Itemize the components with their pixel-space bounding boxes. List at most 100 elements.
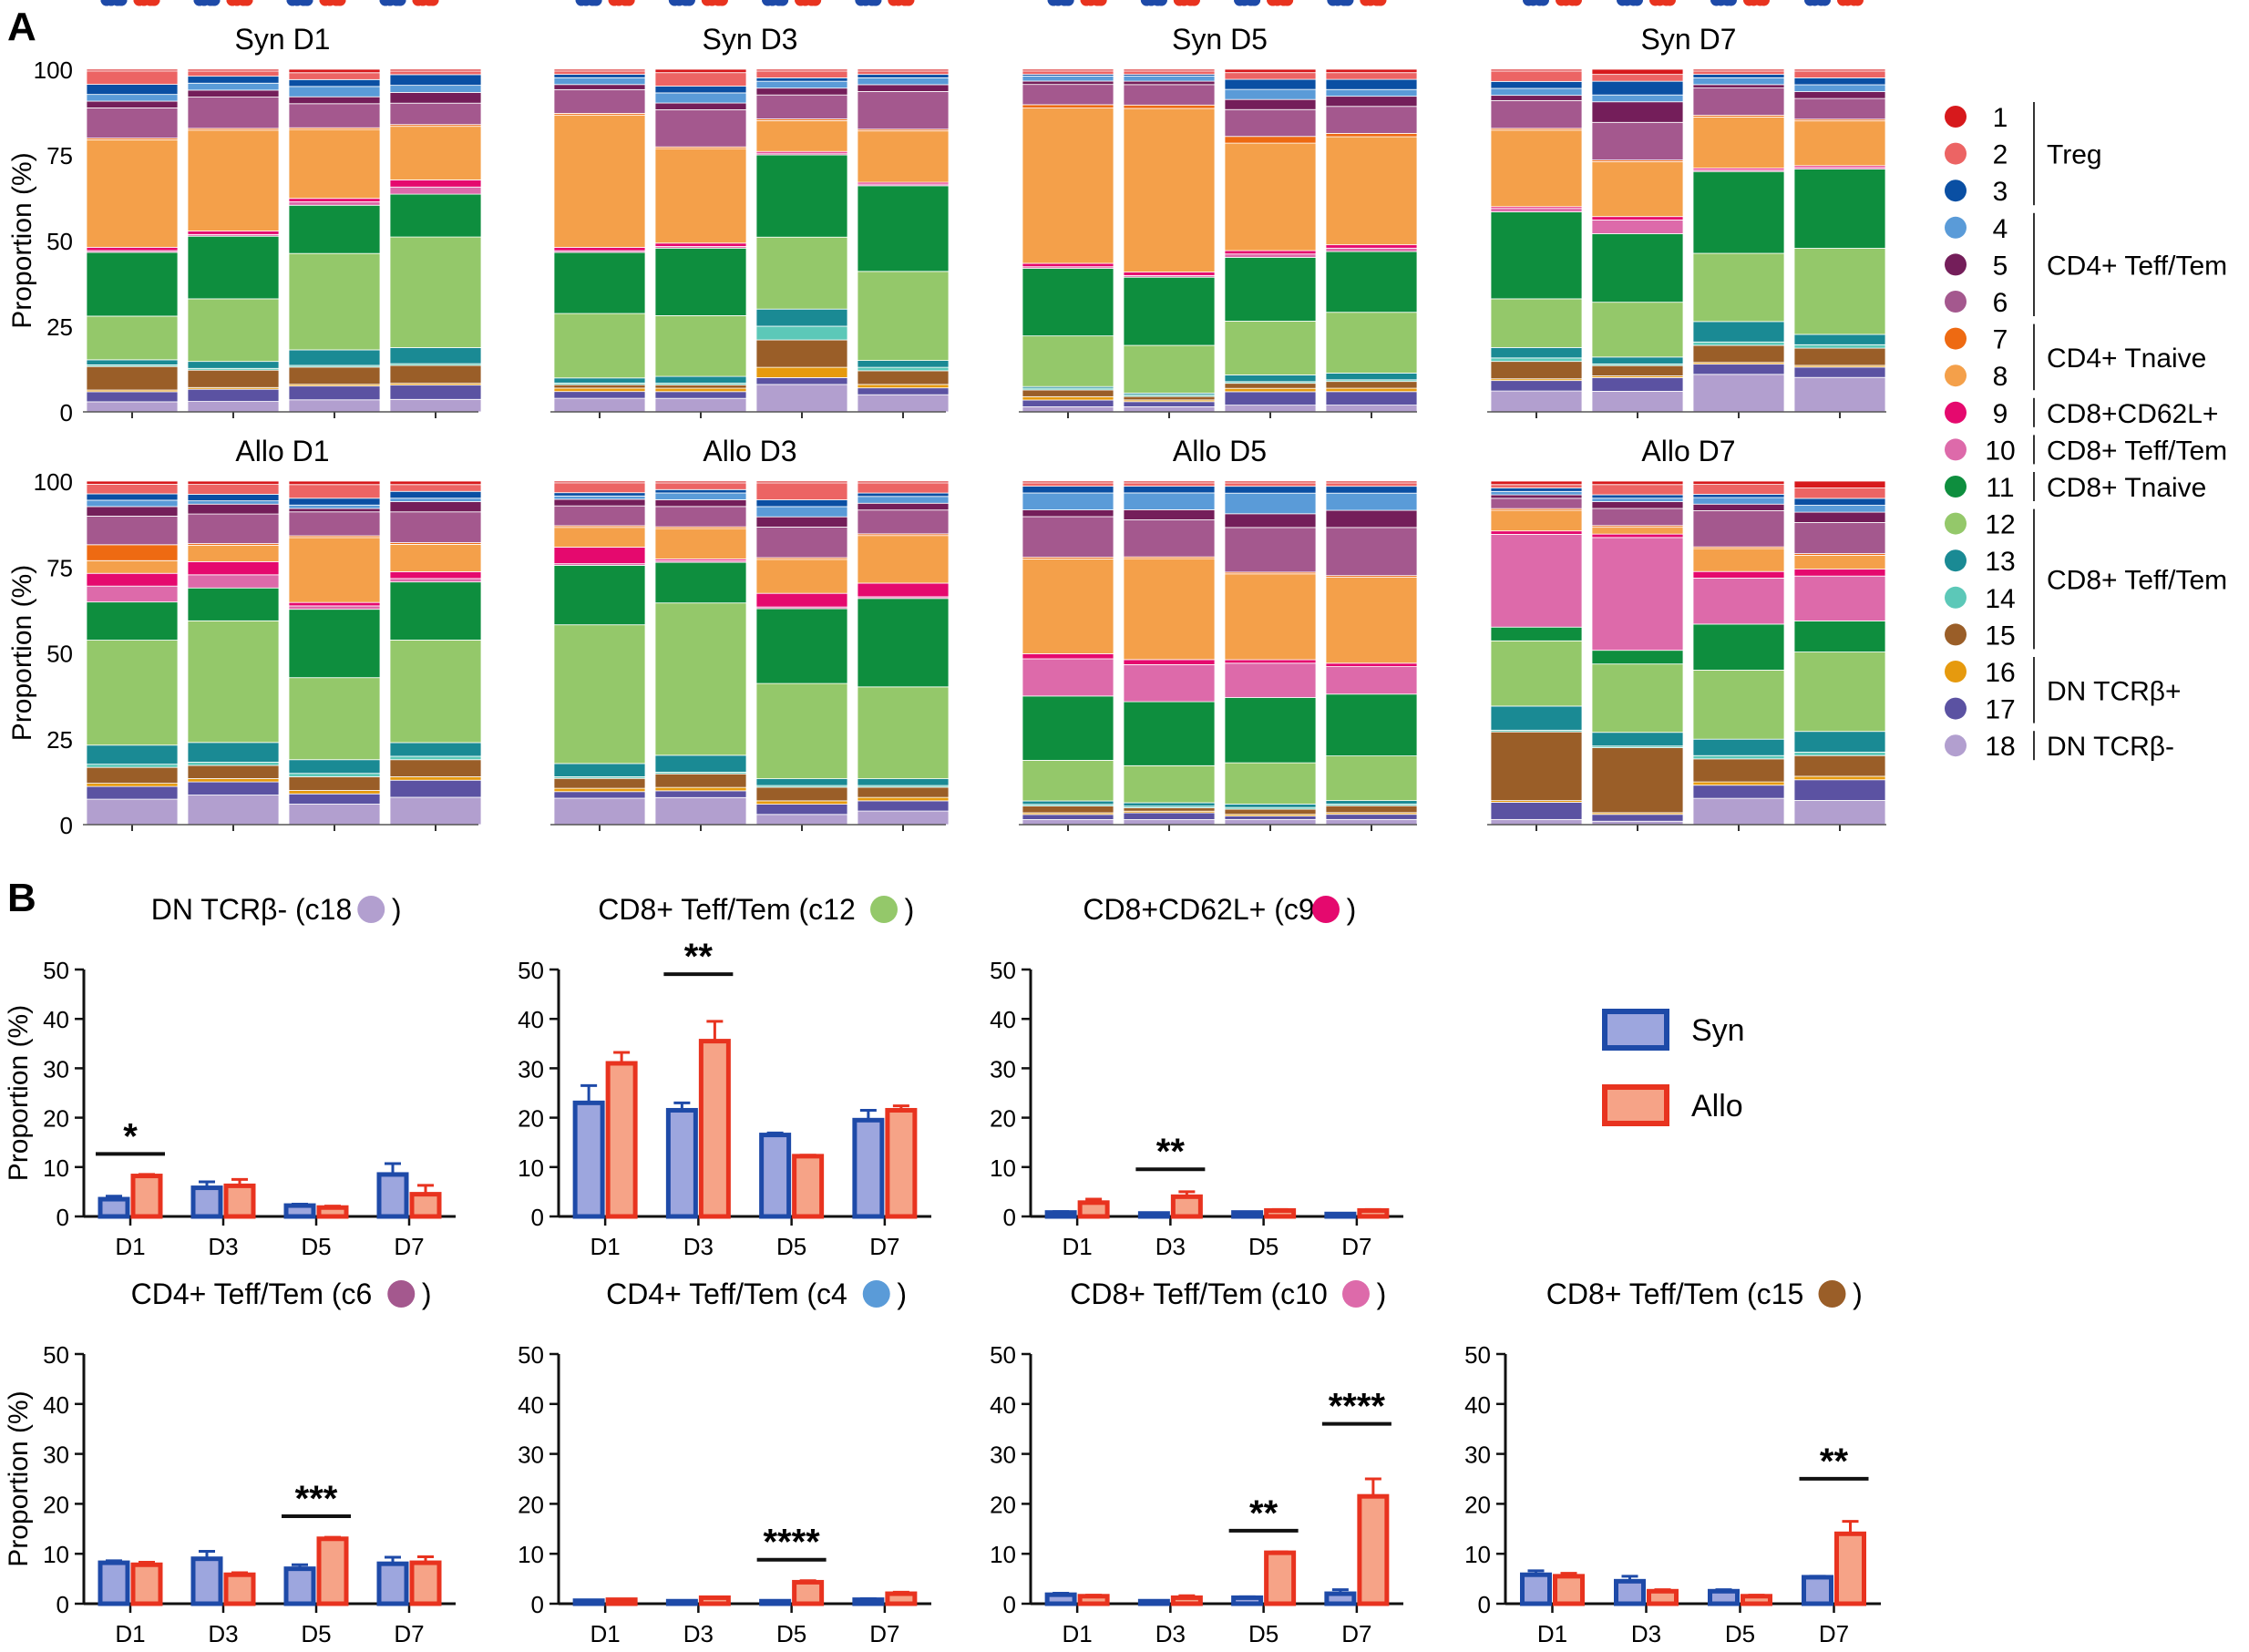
x-tick-label-d3: D3 — [208, 1620, 238, 1647]
y-tick-label: 20 — [518, 1491, 544, 1518]
stack-segment-c9 — [1022, 262, 1114, 268]
chart-title: CD8+ Teff/Tem (c12 — [598, 893, 856, 926]
stack-segment-c6 — [1591, 508, 1684, 527]
stack-segment-c9 — [553, 247, 646, 251]
stack-segment-c6 — [288, 511, 381, 537]
stack-segment-c13 — [553, 763, 646, 777]
stack-segment-c18 — [1022, 406, 1114, 413]
stack-segment-c16 — [857, 796, 950, 802]
stack-segment-c11 — [857, 185, 950, 272]
bar-allo — [698, 1595, 731, 1606]
cluster-color-dot — [1312, 896, 1340, 923]
stack-segment-c1 — [1793, 68, 1886, 72]
stack-segment-c13 — [1490, 705, 1583, 731]
y-axis-label: Proportion (%) — [4, 1390, 34, 1566]
bar-syn — [283, 1203, 316, 1219]
bar-syn — [1044, 1592, 1077, 1606]
cluster-dot — [1945, 327, 1967, 350]
stack-segment-c13 — [1224, 803, 1317, 808]
stack-segment-c10 — [389, 186, 482, 195]
stack-segment-c18 — [389, 398, 482, 413]
data-point — [712, 0, 724, 6]
stack-segment-c11 — [86, 251, 179, 317]
x-tick-label-d3: D3 — [208, 1233, 238, 1260]
stack-segment-c6 — [187, 97, 280, 129]
stack-segment-c13 — [288, 759, 381, 775]
stack-segment-c1 — [553, 68, 646, 72]
bar-allo — [792, 1579, 825, 1606]
stack-segment-c15 — [1224, 383, 1317, 389]
cluster-color-dot — [1342, 1280, 1370, 1308]
data-point — [679, 0, 692, 6]
stack-segment-c2 — [857, 482, 950, 494]
stack-segment-c3 — [1325, 486, 1418, 494]
stack-segment-c10 — [1022, 658, 1114, 697]
bar-syn — [98, 1196, 130, 1219]
stack-segment-c9 — [86, 572, 179, 587]
stack-segment-c14 — [1793, 752, 1886, 756]
stack-segment-c12 — [1224, 762, 1317, 805]
stack-segment-c17 — [1123, 401, 1216, 407]
stack-segment-c10 — [1793, 575, 1886, 621]
stack-segment-c2 — [1591, 74, 1684, 82]
group-swatch — [1602, 1084, 1669, 1126]
cluster-color-dot — [387, 1280, 416, 1308]
stack-segment-c8 — [1022, 108, 1114, 264]
group-legend: Syn Allo — [1602, 1009, 1745, 1126]
stack-segment-c8 — [1793, 120, 1886, 167]
stack-segment-c4 — [1224, 88, 1317, 100]
stack-segment-c9 — [1692, 570, 1785, 579]
x-tick-label-d1: D1 — [1537, 1620, 1567, 1647]
significance-stars: ** — [684, 937, 714, 977]
stack-segment-c9 — [187, 560, 280, 576]
y-tick-label: 30 — [518, 1055, 544, 1083]
y-tick-label: 20 — [990, 1491, 1016, 1518]
stack-segment-c11 — [1591, 650, 1684, 665]
stacked-chart: Syn D3 — [550, 23, 950, 418]
cluster-dot — [1945, 549, 1967, 572]
stack-segment-c10 — [86, 585, 179, 603]
cluster-color-dot — [870, 896, 898, 923]
stack-segment-c16 — [288, 790, 381, 795]
stack-segment-c8 — [857, 130, 950, 183]
y-tick-label: 10 — [43, 1541, 69, 1568]
stack-segment-c10 — [1325, 666, 1418, 695]
x-tick-label-d5: D5 — [301, 1620, 331, 1647]
stacked-chart: Allo D3 — [550, 435, 950, 831]
data-point — [144, 0, 157, 6]
stack-segment-c3 — [857, 492, 950, 498]
stack-segment-c18 — [1490, 818, 1583, 826]
y-tick-label: 40 — [990, 1006, 1016, 1033]
stack-segment-c18 — [1692, 374, 1785, 413]
stack-segment-c10 — [288, 605, 381, 611]
y-tick-label: 50 — [46, 228, 73, 255]
cluster-dot — [1945, 106, 1967, 128]
stack-segment-c18 — [86, 798, 179, 826]
stack-segment-c8 — [187, 544, 280, 562]
y-tick-label: 50 — [46, 641, 73, 668]
stack-segment-c2 — [187, 484, 280, 495]
stack-segment-c2 — [857, 70, 950, 76]
stack-segment-c11 — [1123, 701, 1216, 766]
stack-segment-c5 — [1692, 503, 1785, 511]
chart-title: CD8+CD62L+ (c9 — [1083, 893, 1314, 926]
stack-segment-c2 — [1325, 72, 1418, 80]
bar-syn — [1520, 1572, 1552, 1606]
stack-segment-c6 — [288, 103, 381, 128]
stack-segment-c5 — [1692, 84, 1785, 88]
stack-segment-c6 — [755, 94, 848, 119]
y-axis-label: Proportion (%) — [7, 152, 37, 328]
stack-segment-c8 — [1490, 509, 1583, 532]
stack-segment-c9 — [288, 198, 381, 202]
stack-segment-c18 — [755, 814, 848, 826]
stack-segment-c10 — [1692, 578, 1785, 625]
stack-segment-c8 — [553, 114, 646, 248]
y-axis-label: Proportion (%) — [7, 565, 37, 741]
x-tick-label-d7: D7 — [1819, 1620, 1849, 1647]
data-point — [1278, 0, 1290, 6]
y-tick-label: 25 — [46, 313, 73, 341]
stack-segment-c17 — [654, 790, 747, 798]
chart-title: Allo D5 — [1173, 435, 1267, 467]
stack-segment-c8 — [1793, 555, 1886, 570]
stack-segment-c3 — [86, 84, 179, 96]
